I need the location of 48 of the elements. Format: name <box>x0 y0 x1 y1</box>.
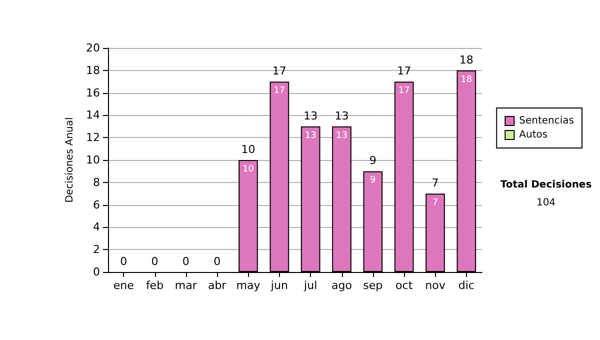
y-tick-label: 14 <box>86 108 100 122</box>
total-label: 10 <box>241 143 256 156</box>
legend-label: Sentencias <box>519 116 574 126</box>
total-label: 0 <box>182 255 190 268</box>
y-tick-label: 4 <box>93 220 100 234</box>
total-label: 0 <box>151 255 158 268</box>
data-label: 9 <box>370 176 376 186</box>
data-label: 13 <box>304 130 316 141</box>
y-axis-title: Decisiones Anual <box>64 117 76 203</box>
data-label: 17 <box>398 86 410 96</box>
data-label: 18 <box>460 74 472 85</box>
total-label: 0 <box>120 255 128 268</box>
total-label: 0 <box>214 255 221 268</box>
x-tick-label: nov <box>425 279 446 292</box>
x-tick-label: mar <box>174 279 198 292</box>
y-tick-label: 20 <box>86 42 100 54</box>
total-label: 17 <box>397 64 412 78</box>
x-tick-label: jun <box>270 279 288 292</box>
data-label: 13 <box>336 130 348 141</box>
total-label: 13 <box>304 109 318 122</box>
total-label: 17 <box>272 64 286 78</box>
y-tick-label: 16 <box>86 86 100 100</box>
x-tick-label: ene <box>113 279 134 292</box>
x-tick-label: jul <box>303 279 318 292</box>
text: 104 <box>536 198 556 208</box>
y-tick-label: 2 <box>93 243 100 256</box>
x-tick-label: oct <box>396 279 414 292</box>
data-label: 10 <box>242 164 254 174</box>
data-label: 7 <box>432 198 438 208</box>
y-tick-label: 8 <box>93 176 100 189</box>
y-tick-label: 10 <box>86 154 100 166</box>
text: Total Decisiones <box>500 180 592 190</box>
legend-label: Autos <box>519 130 548 140</box>
x-tick-label: ago <box>332 279 352 292</box>
y-tick-label: 6 <box>93 198 100 212</box>
total-label: 9 <box>369 154 376 168</box>
y-tick-label: 18 <box>86 64 100 77</box>
total-label: 7 <box>432 176 439 190</box>
y-tick-label: 12 <box>86 131 100 144</box>
total-label: 18 <box>459 53 474 66</box>
x-tick-label: sep <box>363 279 383 292</box>
x-tick-label: may <box>236 279 261 292</box>
y-tick-label: 0 <box>93 266 100 278</box>
x-tick-label: dic <box>458 279 474 292</box>
x-tick-label: abr <box>208 279 227 292</box>
x-tick-label: feb <box>146 279 164 292</box>
total-label: 13 <box>334 109 349 122</box>
data-label: 17 <box>274 86 286 96</box>
